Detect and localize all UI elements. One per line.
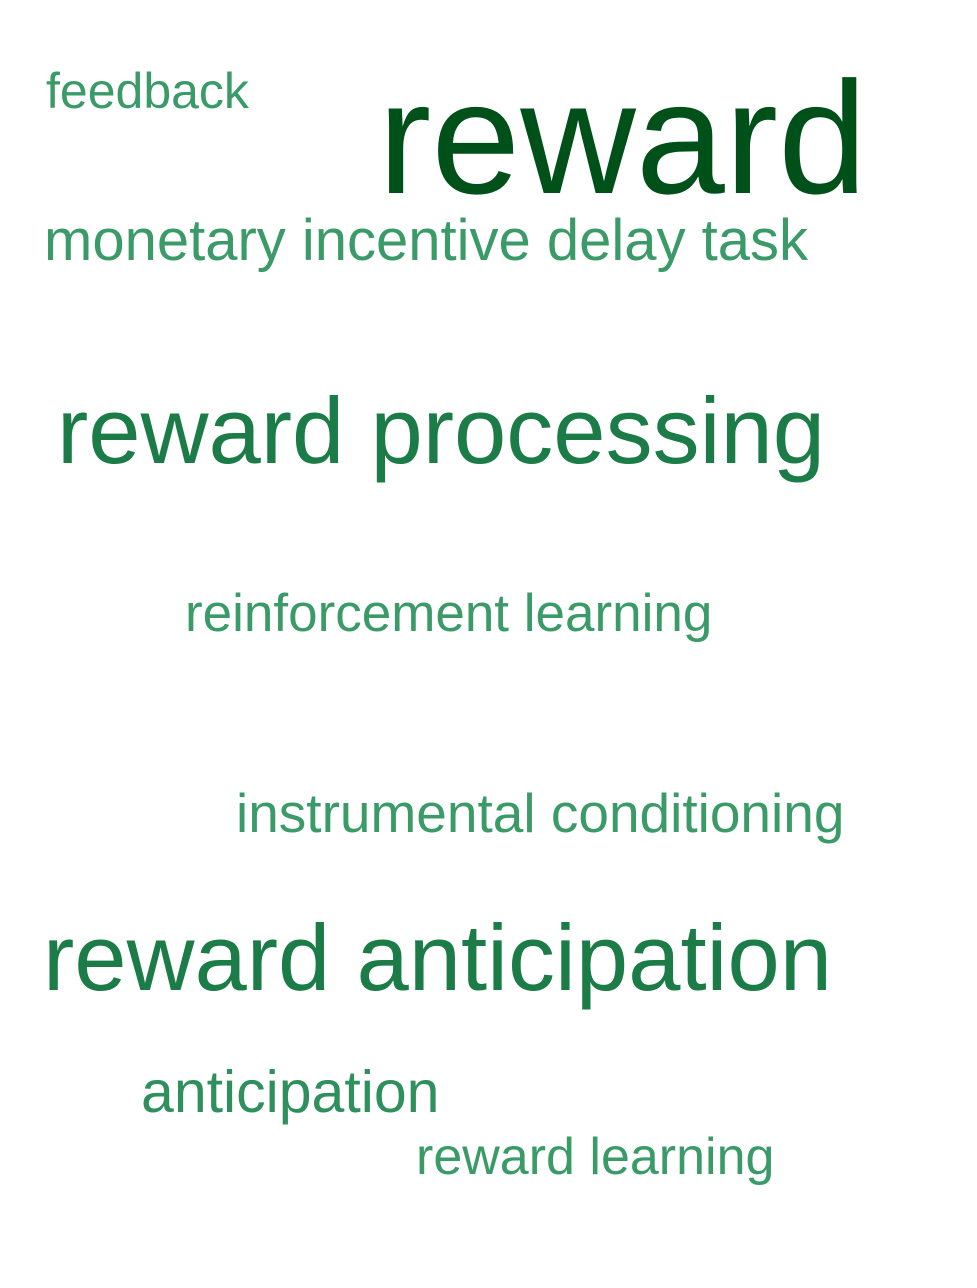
word-reward-processing: reward processing — [57, 378, 826, 483]
word-anticipation: anticipation — [141, 1059, 440, 1125]
word-reward-anticipation: reward anticipation — [43, 905, 832, 1010]
word-reinforcement-learning: reinforcement learning — [185, 584, 713, 643]
word-reward-learning: reward learning — [416, 1128, 775, 1186]
word-monetary-incentive-delay-task: monetary incentive delay task — [44, 208, 809, 273]
word-instrumental-conditioning: instrumental conditioning — [236, 782, 845, 844]
word-feedback: feedback — [46, 63, 249, 119]
word-reward: reward — [378, 48, 868, 227]
